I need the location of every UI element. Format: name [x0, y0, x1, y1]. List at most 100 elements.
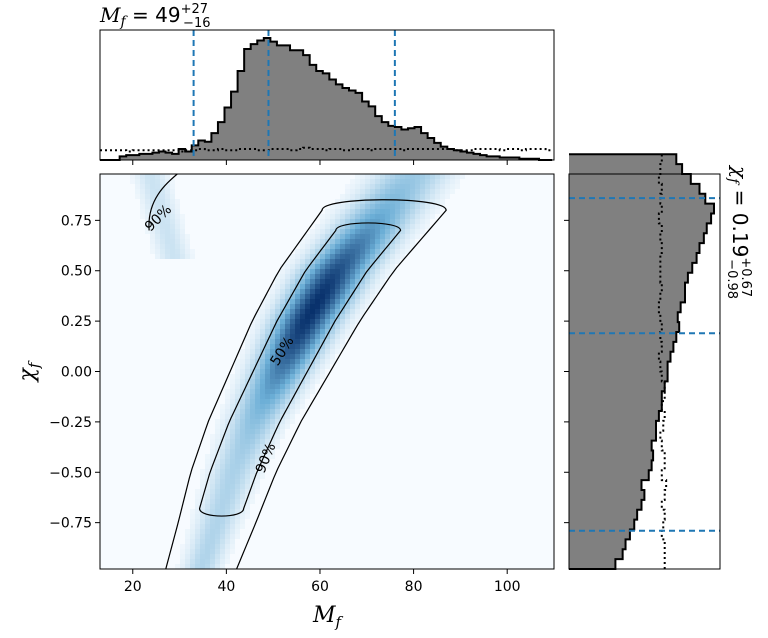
- density-cell: [275, 384, 280, 389]
- density-cell: [270, 399, 275, 404]
- density-cell: [200, 549, 205, 554]
- density-cell: [390, 174, 395, 179]
- density-cell: [365, 234, 370, 239]
- density-cell: [300, 399, 305, 404]
- density-cell: [175, 254, 180, 259]
- density-cell: [275, 274, 280, 279]
- density-cell: [230, 454, 235, 459]
- top-hist-bar: [401, 129, 409, 160]
- density-cell: [345, 219, 350, 224]
- density-cell: [360, 209, 365, 214]
- density-cell: [275, 349, 280, 354]
- density-cell: [255, 384, 260, 389]
- density-cell: [275, 399, 280, 404]
- density-cell: [150, 184, 155, 189]
- density-cell: [170, 214, 175, 219]
- density-cell: [305, 234, 310, 239]
- density-cell: [375, 224, 380, 229]
- density-cell: [360, 264, 365, 269]
- density-cell: [280, 289, 285, 294]
- density-cell: [390, 269, 395, 274]
- density-cell: [350, 299, 355, 304]
- density-cell: [415, 209, 420, 214]
- density-cell: [165, 214, 170, 219]
- density-cell: [155, 244, 160, 249]
- density-cell: [345, 234, 350, 239]
- density-cell: [290, 359, 295, 364]
- density-cell: [170, 224, 175, 229]
- density-cell: [205, 524, 210, 529]
- density-cell: [415, 204, 420, 209]
- density-cell: [325, 284, 330, 289]
- density-cell: [355, 209, 360, 214]
- density-cell: [295, 324, 300, 329]
- y-tick-label: −0.25: [49, 415, 92, 431]
- density-cell: [245, 409, 250, 414]
- top-hist-bar: [421, 133, 429, 160]
- density-cell: [280, 324, 285, 329]
- density-cell: [260, 304, 265, 309]
- density-cell: [205, 494, 210, 499]
- density-cell: [220, 504, 225, 509]
- density-cell: [265, 429, 270, 434]
- density-cell: [200, 544, 205, 549]
- density-cell: [250, 439, 255, 444]
- density-cell: [380, 184, 385, 189]
- density-cell: [220, 539, 225, 544]
- density-cell: [165, 244, 170, 249]
- density-cell: [235, 479, 240, 484]
- density-cell: [250, 334, 255, 339]
- density-cell: [185, 529, 190, 534]
- density-cell: [410, 179, 415, 184]
- density-cell: [155, 174, 160, 179]
- density-cell: [230, 384, 235, 389]
- density-cell: [150, 179, 155, 184]
- top-hist-bar: [453, 150, 461, 160]
- density-cell: [295, 394, 300, 399]
- density-cell: [340, 284, 345, 289]
- density-cell: [355, 309, 360, 314]
- density-cell: [250, 394, 255, 399]
- density-cell: [310, 324, 315, 329]
- density-cell: [230, 549, 235, 554]
- density-cell: [250, 404, 255, 409]
- density-cell: [350, 324, 355, 329]
- density-cell: [330, 279, 335, 284]
- density-cell: [335, 269, 340, 274]
- density-cell: [360, 234, 365, 239]
- density-cell: [245, 369, 250, 374]
- density-cell: [350, 269, 355, 274]
- density-cell: [305, 284, 310, 289]
- density-cell: [375, 244, 380, 249]
- density-cell: [225, 479, 230, 484]
- density-cell: [220, 409, 225, 414]
- density-cell: [220, 464, 225, 469]
- density-cell: [215, 504, 220, 509]
- density-cell: [305, 319, 310, 324]
- density-cell: [335, 214, 340, 219]
- density-cell: [145, 229, 150, 234]
- density-cell: [295, 279, 300, 284]
- density-cell: [335, 199, 340, 204]
- density-cell: [200, 539, 205, 544]
- density-cell: [255, 454, 260, 459]
- density-cell: [425, 219, 430, 224]
- right-hist-bar: [569, 243, 700, 254]
- density-cell: [345, 284, 350, 289]
- density-cell: [330, 349, 335, 354]
- density-cell: [255, 374, 260, 379]
- density-cell: [205, 549, 210, 554]
- top-hist-bar: [158, 151, 166, 160]
- density-cell: [305, 244, 310, 249]
- density-cell: [255, 339, 260, 344]
- right-hist-bar: [569, 490, 645, 501]
- density-cell: [390, 219, 395, 224]
- density-cell: [350, 184, 355, 189]
- density-cell: [395, 249, 400, 254]
- density-cell: [240, 399, 245, 404]
- density-cell: [235, 489, 240, 494]
- density-cell: [435, 194, 440, 199]
- density-cell: [290, 319, 295, 324]
- top-hist-bar: [132, 155, 140, 160]
- density-cell: [195, 524, 200, 529]
